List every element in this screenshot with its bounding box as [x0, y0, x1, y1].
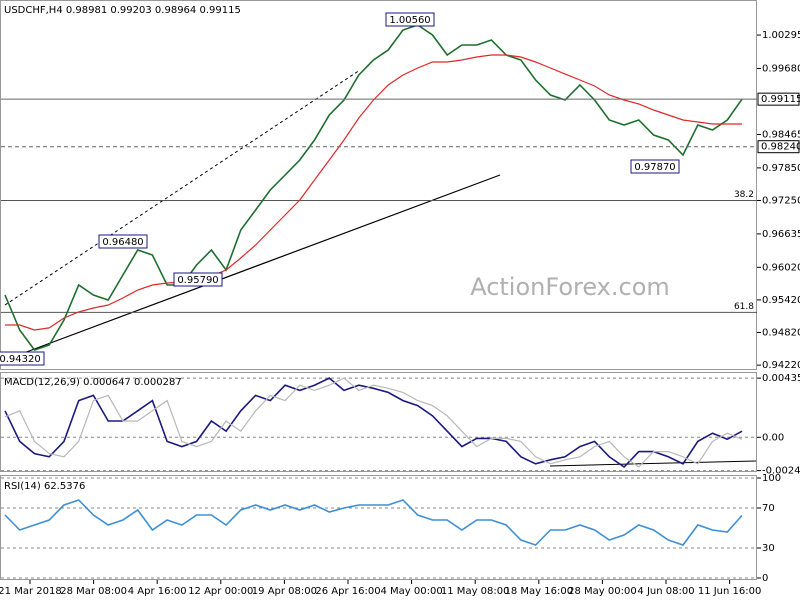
- price-label: 0.99115: [761, 94, 800, 105]
- annotation: 0.96480: [102, 237, 143, 248]
- y-tick-label: 0: [762, 573, 768, 584]
- annotation-box: [385, 12, 435, 27]
- annotation: 0.94320: [0, 354, 41, 365]
- rsi-pane: [0, 475, 757, 580]
- price-label: 0.98240: [761, 142, 800, 153]
- trend-line: [4, 174, 501, 361]
- pane-title: RSI(14) 62.5376: [4, 481, 85, 492]
- channel-line: [4, 69, 361, 306]
- x-tick-label: 18 May 16:00: [505, 586, 574, 597]
- y-tick-label: 0.97250: [762, 195, 800, 206]
- y-tick-label: 0.00: [762, 432, 784, 443]
- y-tick-label: 0.94220: [762, 360, 800, 371]
- x-tick-label: 4 Apr 16:00: [128, 586, 187, 597]
- y-tick-label: -0.002448: [762, 466, 800, 477]
- x-tick-label: 11 Jun 16:00: [698, 586, 762, 597]
- x-tick-label: 4 May 00:00: [380, 586, 442, 597]
- fib-label: 38.2: [734, 190, 754, 200]
- pane-title: USDCHF,H4 0.98981 0.99203 0.98964 0.9911…: [4, 5, 241, 16]
- annotation-box: [0, 351, 45, 366]
- price-box: [757, 140, 800, 154]
- y-tick-label: 0.95420: [762, 295, 800, 306]
- y-tick-label: 1.00295: [762, 30, 800, 41]
- x-tick-label: 28 May 00:00: [568, 586, 637, 597]
- y-tick-label: 30: [762, 543, 775, 554]
- y-tick-label: 0.96020: [762, 262, 800, 273]
- series-line: [4, 377, 743, 469]
- annotation: 0.95790: [177, 275, 218, 286]
- y-tick-label: 100: [762, 473, 781, 484]
- y-tick-label: 0.98465: [762, 129, 800, 140]
- annotation-box: [173, 272, 223, 287]
- x-tick-label: 4 Jun 08:00: [637, 586, 694, 597]
- series-line: [4, 499, 743, 546]
- annotation-box: [98, 234, 148, 249]
- pane-title: MACD(12,26,9) 0.000647 0.000287: [4, 377, 182, 388]
- series-line: [4, 24, 743, 351]
- price-pane: [0, 0, 757, 370]
- x-tick-label: 21 Mar 2018: [0, 586, 62, 597]
- macd-trend-line: [549, 460, 757, 467]
- x-tick-label: 28 Mar 08:00: [60, 586, 127, 597]
- series-line: [4, 377, 743, 468]
- price-box: [757, 92, 800, 106]
- x-tick-label: 12 Apr 00:00: [188, 586, 253, 597]
- y-tick-label: 0.96635: [762, 229, 800, 240]
- macd-pane: [0, 372, 757, 472]
- annotation: 1.00560: [389, 15, 430, 26]
- watermark: ActionForex.com: [470, 273, 670, 301]
- x-tick-label: 19 Apr 08:00: [252, 586, 317, 597]
- x-tick-label: 11 May 08:00: [441, 586, 510, 597]
- y-tick-label: 0.97850: [762, 163, 800, 174]
- y-tick-label: 70: [762, 503, 775, 514]
- fib-label: 61.8: [734, 302, 754, 312]
- annotation-box: [630, 159, 680, 174]
- y-tick-label: 0.004351: [762, 373, 800, 384]
- y-tick-label: 0.99680: [762, 63, 800, 74]
- x-tick-label: 26 Apr 16:00: [315, 586, 380, 597]
- series-line: [5, 54, 742, 331]
- annotation: 0.97870: [634, 162, 675, 173]
- y-tick-label: 0.94820: [762, 328, 800, 339]
